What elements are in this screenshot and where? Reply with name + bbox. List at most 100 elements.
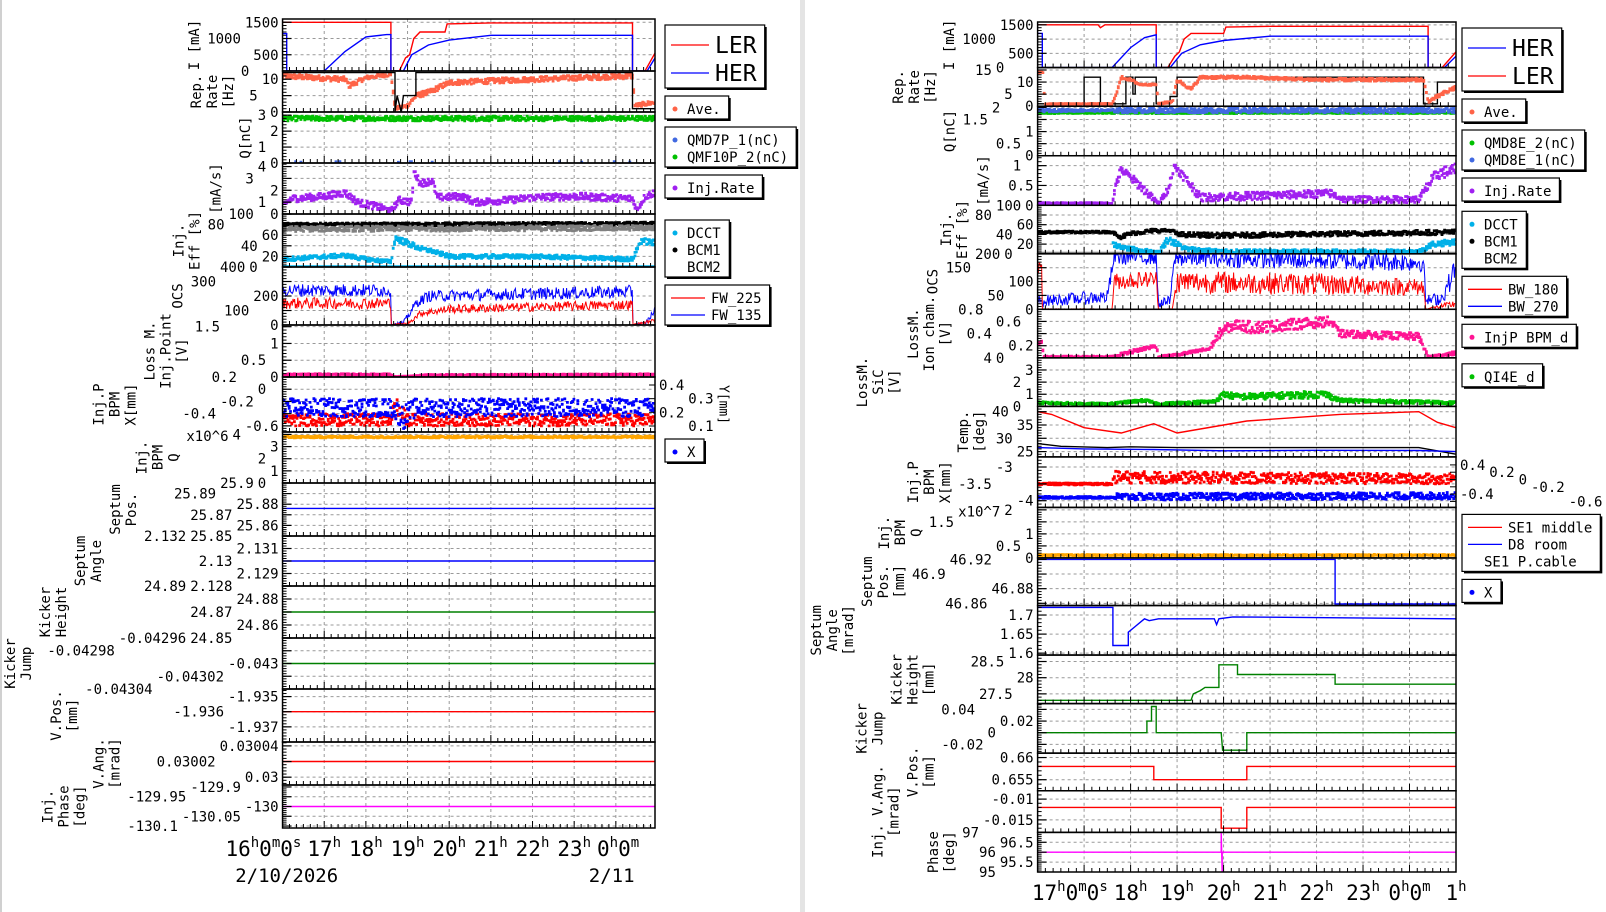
y-tick-label: 25.85 bbox=[190, 529, 232, 545]
y-tick-label: 46.86 bbox=[945, 596, 987, 612]
y-axis-label: LossM.SiC[V] bbox=[855, 357, 903, 408]
y-tick-label: 25.86 bbox=[236, 518, 278, 534]
legend-label: LER bbox=[1512, 64, 1554, 90]
legend-dot-marker bbox=[672, 185, 678, 191]
x-tick-label: 21h bbox=[1253, 879, 1287, 905]
y-tick-label: 97 bbox=[962, 825, 979, 841]
y-tick-label: 25.89 bbox=[174, 487, 216, 503]
y-tick-label: 4 bbox=[258, 160, 266, 176]
right-y-tick-label: -0.2 bbox=[1531, 480, 1565, 496]
panel-ma-s bbox=[281, 162, 656, 215]
y-axis-label-group: LossM.SiC[V] bbox=[855, 357, 903, 408]
plot-frame bbox=[1036, 654, 1457, 705]
y-tick-label: 2 bbox=[270, 183, 278, 199]
y-tick-label: -0.015 bbox=[983, 813, 1034, 829]
series-qi4e-d bbox=[1037, 390, 1457, 407]
series-group bbox=[1037, 765, 1456, 781]
right-y-tick-label: 0.4 bbox=[1460, 458, 1485, 474]
y-tick-label: 0.04 bbox=[941, 702, 975, 718]
y-axis-label-group: Inj.BPMQ bbox=[877, 516, 925, 550]
legend: X bbox=[664, 438, 706, 464]
legend-dot-marker bbox=[672, 106, 678, 112]
y-axis-label: Q[nC] bbox=[943, 110, 959, 152]
series-group bbox=[282, 434, 655, 440]
y-axis-label-group: SeptumAngle[mrad] bbox=[809, 605, 857, 656]
y-tick-label: 0.5 bbox=[996, 137, 1021, 153]
plot-frame bbox=[281, 18, 656, 72]
y-tick-label: 40 bbox=[241, 239, 258, 255]
y-axis-label-group: Phase[deg] bbox=[926, 831, 958, 873]
y-axis-label: KickerJump bbox=[854, 703, 886, 754]
legend-box bbox=[1461, 98, 1527, 123]
y-axis-label: Inj.Eff [%] bbox=[939, 200, 971, 259]
y-tick-label: 40 bbox=[996, 227, 1013, 243]
legend: QI4E_d bbox=[1461, 363, 1545, 389]
y-tick-label: 0.02 bbox=[1000, 714, 1034, 730]
y-tick-label: -1.935 bbox=[228, 690, 279, 706]
y-axis-label-group: Loss M.Inj.Point[V] bbox=[143, 313, 191, 389]
legend-entry-qi4e-d: QI4E_d bbox=[1469, 370, 1535, 386]
series-group bbox=[1037, 469, 1457, 502]
y-tick-label: 0.03 bbox=[245, 770, 279, 786]
legend-label: Inj.Rate bbox=[687, 181, 754, 197]
y-tick-label: 0 bbox=[1025, 149, 1033, 165]
y-axis-label: Inj. V.Ang.[mrad] bbox=[870, 765, 902, 858]
series-x bbox=[282, 397, 655, 430]
panel-rep-rate-hz bbox=[1036, 66, 1457, 107]
y-tick-label: 100 bbox=[996, 198, 1021, 214]
legend-box bbox=[1461, 129, 1586, 171]
legend-label: Inj.Rate bbox=[1484, 184, 1551, 200]
axis-exponent-label: x10^7 bbox=[958, 504, 1000, 520]
y-axis-label: Inj.Phase[deg] bbox=[40, 785, 88, 827]
legend-dot-marker bbox=[1469, 589, 1475, 595]
panel-ocs bbox=[281, 266, 656, 326]
legend-entry-x: X bbox=[1469, 585, 1493, 601]
y-tick-label: 24.85 bbox=[190, 631, 232, 647]
y-axis-label: V.Ang.[mrad] bbox=[91, 738, 123, 789]
y-tick-label: 2.129 bbox=[236, 567, 278, 583]
legend: Ave. bbox=[664, 95, 731, 121]
series-group bbox=[1037, 390, 1457, 407]
date-label: 2/11 bbox=[589, 865, 635, 887]
legend-dot-marker bbox=[672, 230, 678, 236]
legend-label: BCM1 bbox=[1484, 234, 1518, 250]
legend-label: HER bbox=[715, 61, 757, 87]
y-tick-label: 0 bbox=[1004, 247, 1012, 263]
y-axis-label-group: Temp.[deg] bbox=[956, 411, 988, 453]
y-tick-label: 1.65 bbox=[1000, 627, 1034, 643]
y-axis-label-group: Inj.PBPMX[mm] bbox=[906, 461, 954, 503]
series-group bbox=[282, 71, 655, 112]
y-tick-label: 1000 bbox=[962, 32, 996, 48]
legend-label: DCCT bbox=[687, 226, 721, 242]
legend: Ave. bbox=[1461, 98, 1528, 124]
legend-entry-her: HER bbox=[671, 61, 757, 87]
legend-entry-bcm2: BCM2 bbox=[687, 260, 721, 276]
y-tick-label: 0 bbox=[1025, 302, 1033, 318]
series-trace-0 bbox=[1037, 469, 1457, 487]
panel-q-nc bbox=[281, 111, 656, 164]
y-tick-label: 1.5 bbox=[963, 113, 988, 129]
series-injp-bpm-d bbox=[1037, 315, 1457, 358]
y-axis-label: OCS bbox=[171, 283, 187, 308]
y-tick-label: 2.132 bbox=[144, 529, 186, 545]
panel-inj-eff bbox=[1036, 204, 1457, 255]
legend-entry-injp-bpm-d: InjP BPM_d bbox=[1469, 330, 1568, 346]
y-tick-label: 200 bbox=[253, 289, 278, 305]
y-axis-label-group: OCS bbox=[171, 283, 187, 308]
x-tick-label: 0h0m bbox=[1388, 879, 1430, 905]
legend-box bbox=[664, 174, 764, 199]
legend-label: BW_180 bbox=[1508, 282, 1559, 298]
plot-frame bbox=[281, 431, 656, 484]
y-tick-label: 24.89 bbox=[144, 579, 186, 595]
legend-box bbox=[664, 438, 705, 463]
panel-kicker-height bbox=[281, 585, 656, 639]
legend-entry-x: X bbox=[672, 445, 696, 461]
y-axis-label-group: KickerJump bbox=[854, 703, 886, 754]
legend-entry-bcm2: BCM2 bbox=[1484, 251, 1518, 267]
x-tick-label: 23h bbox=[1346, 879, 1380, 905]
legend-dot-marker bbox=[672, 154, 678, 160]
series-group bbox=[1037, 70, 1457, 106]
y-tick-label: 95.5 bbox=[1000, 855, 1034, 871]
series-trace-0 bbox=[1037, 664, 1456, 701]
